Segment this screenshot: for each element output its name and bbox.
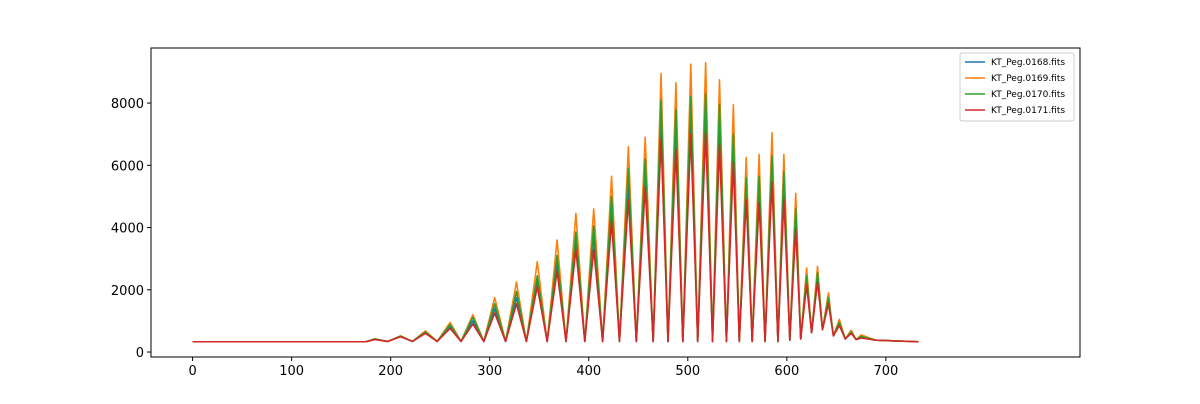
legend: KT_Peg.0168.fits KT_Peg.0169.fits KT_Peg.0…: [959, 52, 1075, 122]
x-tick-label: 200: [378, 364, 403, 379]
y-tick-label: 2000: [111, 284, 144, 299]
x-tick-label: 600: [774, 364, 799, 379]
legend-label: KT_Peg.0169.fits: [991, 74, 1065, 84]
plot-area: [192, 61, 919, 343]
series-line: [192, 131, 919, 343]
x-tick-label: 0: [188, 364, 196, 379]
legend-label: KT_Peg.0171.fits: [991, 106, 1065, 116]
legend-box: [959, 52, 1075, 122]
x-tick-label: 100: [279, 364, 304, 379]
y-tick-label: 6000: [111, 159, 144, 174]
x-tick-label: 400: [576, 364, 601, 379]
y-tick-label: 8000: [111, 97, 144, 112]
x-tick-label: 300: [477, 364, 502, 379]
axes-frame: [150, 47, 1081, 358]
y-tick-label: 0: [136, 346, 144, 361]
x-tick-label: 700: [873, 364, 898, 379]
x-tick-label: 500: [675, 364, 700, 379]
legend-label: KT_Peg.0170.fits: [991, 90, 1065, 100]
legend-label: KT_Peg.0168.fits: [991, 58, 1065, 68]
y-tick-label: 4000: [111, 222, 144, 237]
